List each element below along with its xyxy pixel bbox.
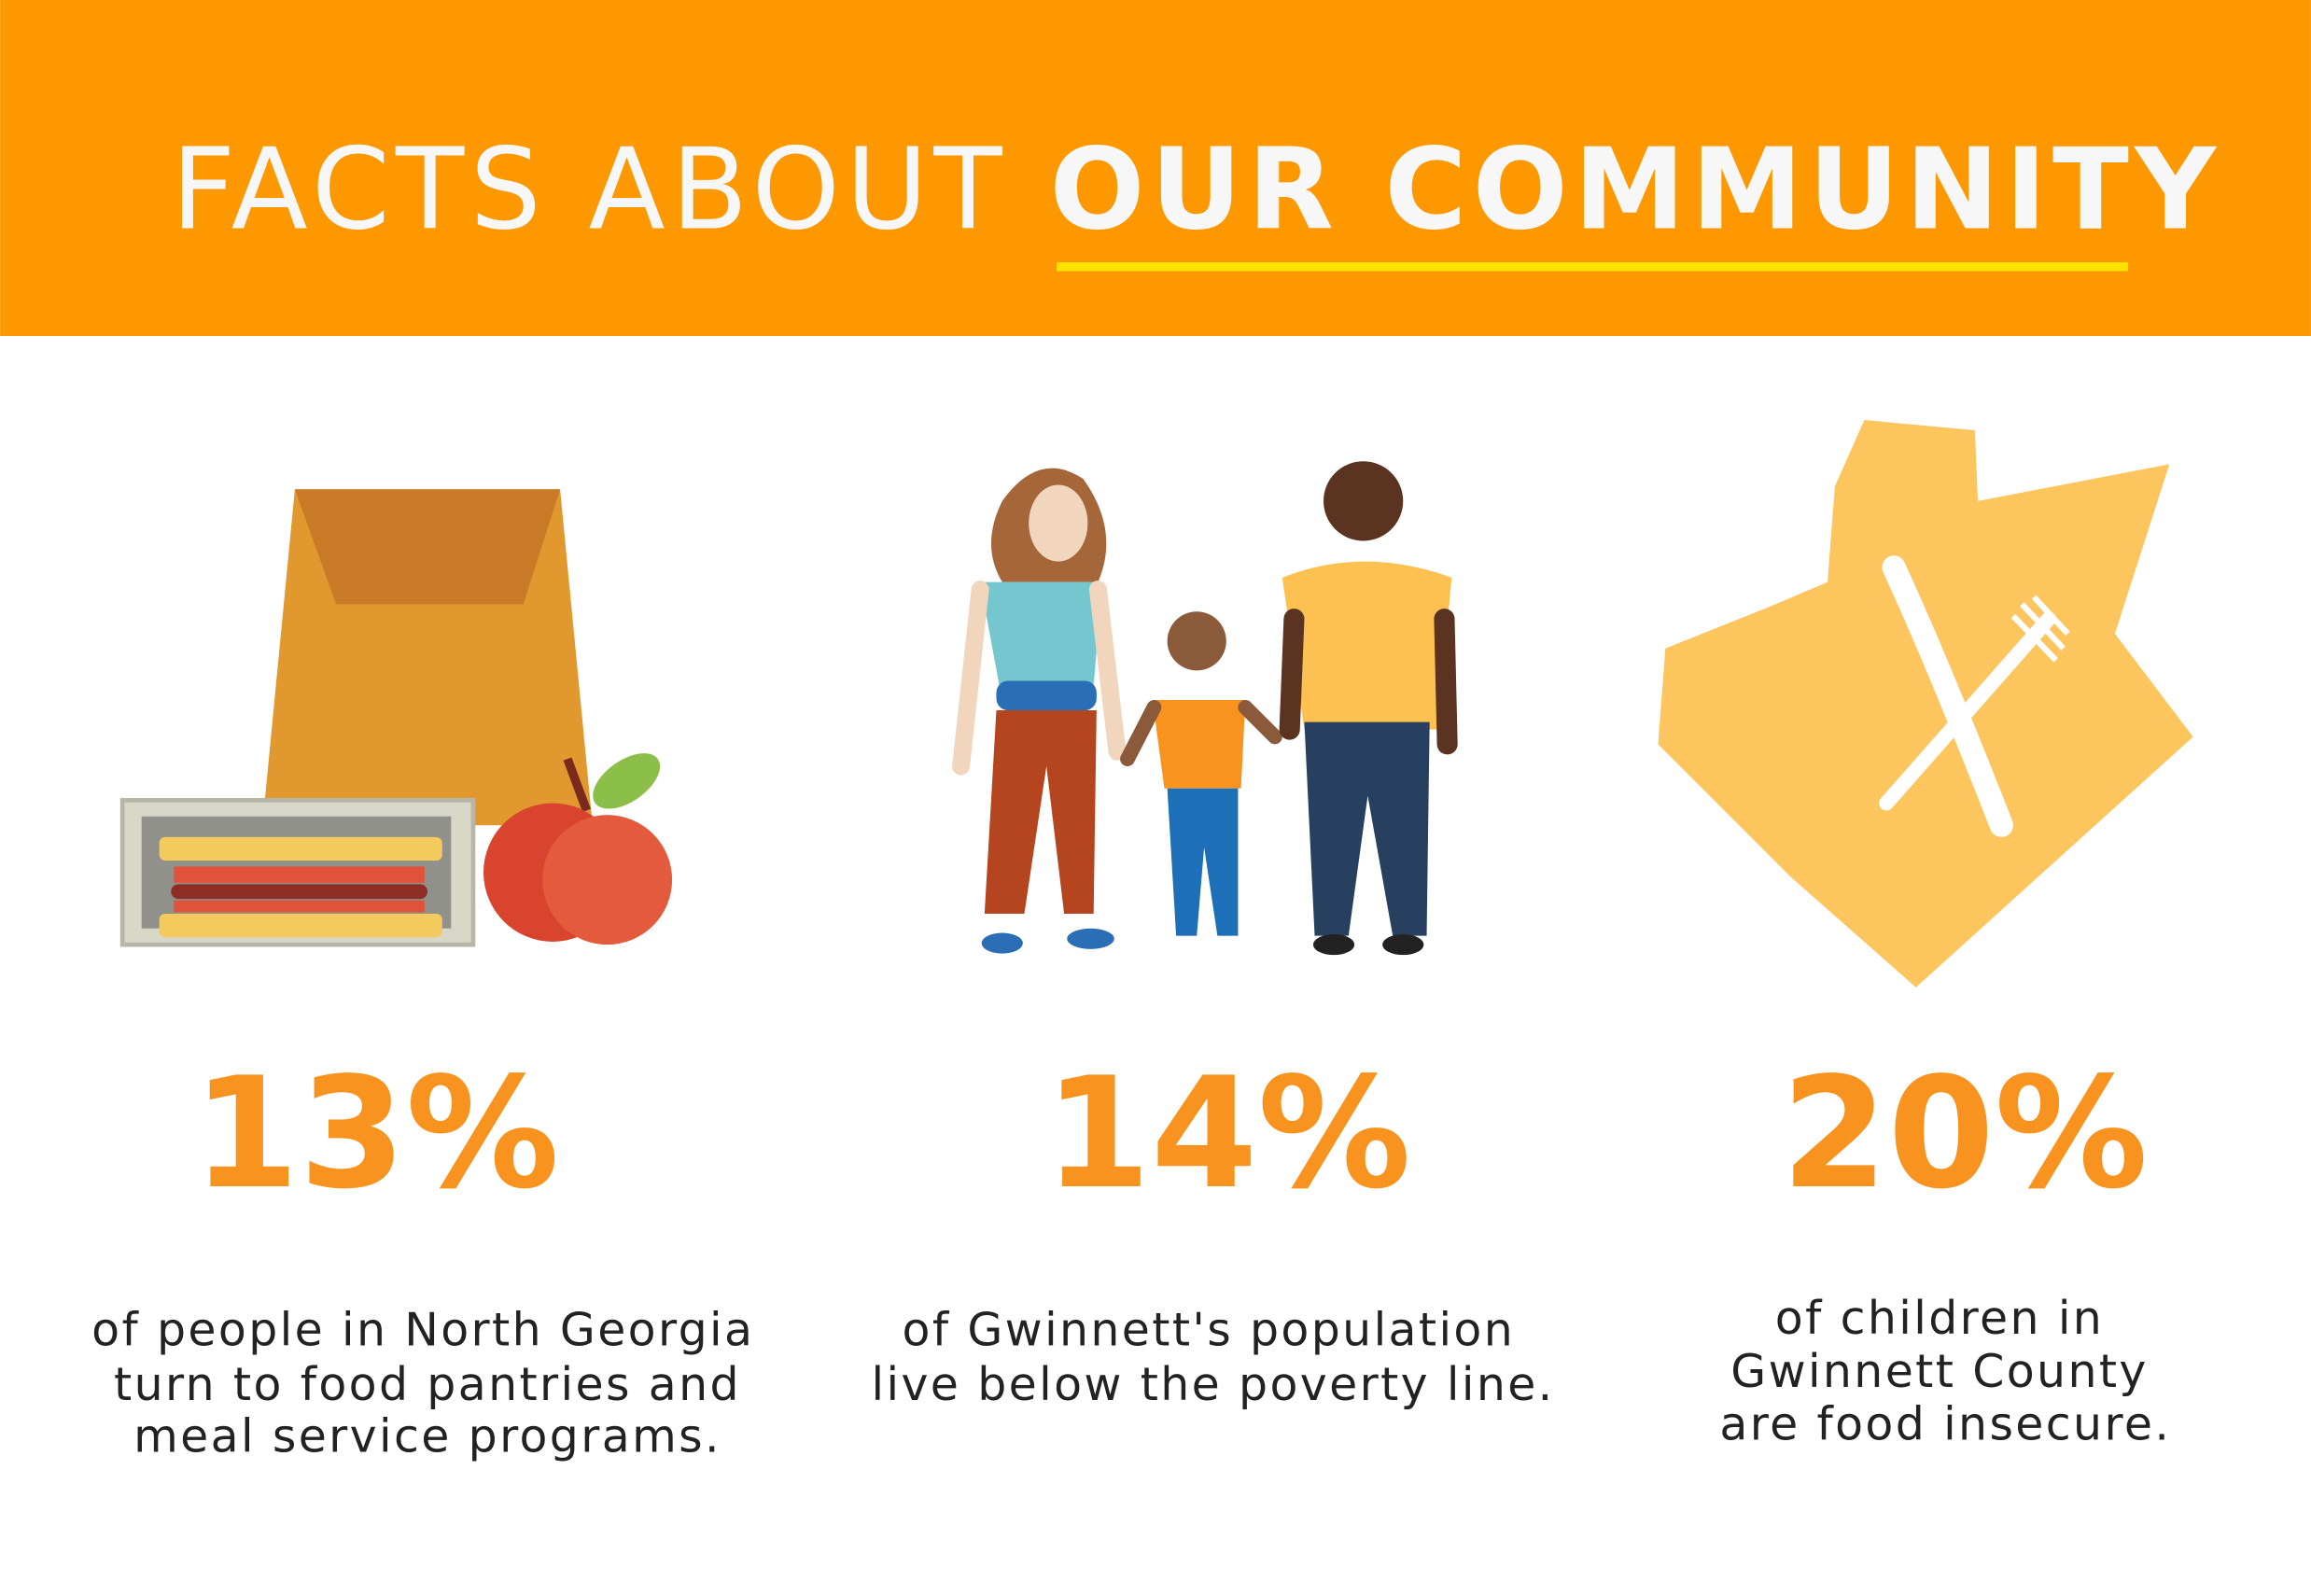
fact-stat: 20% — [1781, 1044, 2148, 1223]
family-illustration — [952, 461, 1458, 956]
header-bar — [0, 0, 2311, 336]
fact-text: live below the poverty line. — [872, 1358, 1555, 1411]
fact-stat: 13% — [192, 1044, 559, 1223]
fact-1: 13% of people in North Georgia turn to f… — [91, 1044, 754, 1463]
title-underline — [1057, 262, 2129, 272]
title-light: FACTS ABOUT — [171, 126, 1008, 256]
fact-text: are food insecure. — [1719, 1398, 2171, 1451]
header-title: FACTS ABOUT OUR COMMUNITY — [171, 126, 2221, 256]
fact-text: turn to food pantries and — [114, 1358, 741, 1411]
fact-text: meal service programs. — [133, 1409, 721, 1463]
fact-text: of people in North Georgia — [91, 1304, 754, 1357]
fact-text: of children in — [1775, 1292, 2104, 1345]
fact-3: 20% of children in Gwinnett County are f… — [1719, 1044, 2171, 1451]
lunch-illustration — [119, 489, 673, 947]
fact-2: 14% of Gwinnett's population live below … — [872, 1044, 1555, 1411]
title-bold: OUR COMMUNITY — [1049, 126, 2221, 256]
fact-text: Gwinnett County — [1730, 1345, 2148, 1398]
fact-stat: 14% — [1044, 1044, 1411, 1223]
fact-text: of Gwinnett's population — [903, 1304, 1516, 1357]
county-map-illustration — [1658, 420, 2193, 987]
